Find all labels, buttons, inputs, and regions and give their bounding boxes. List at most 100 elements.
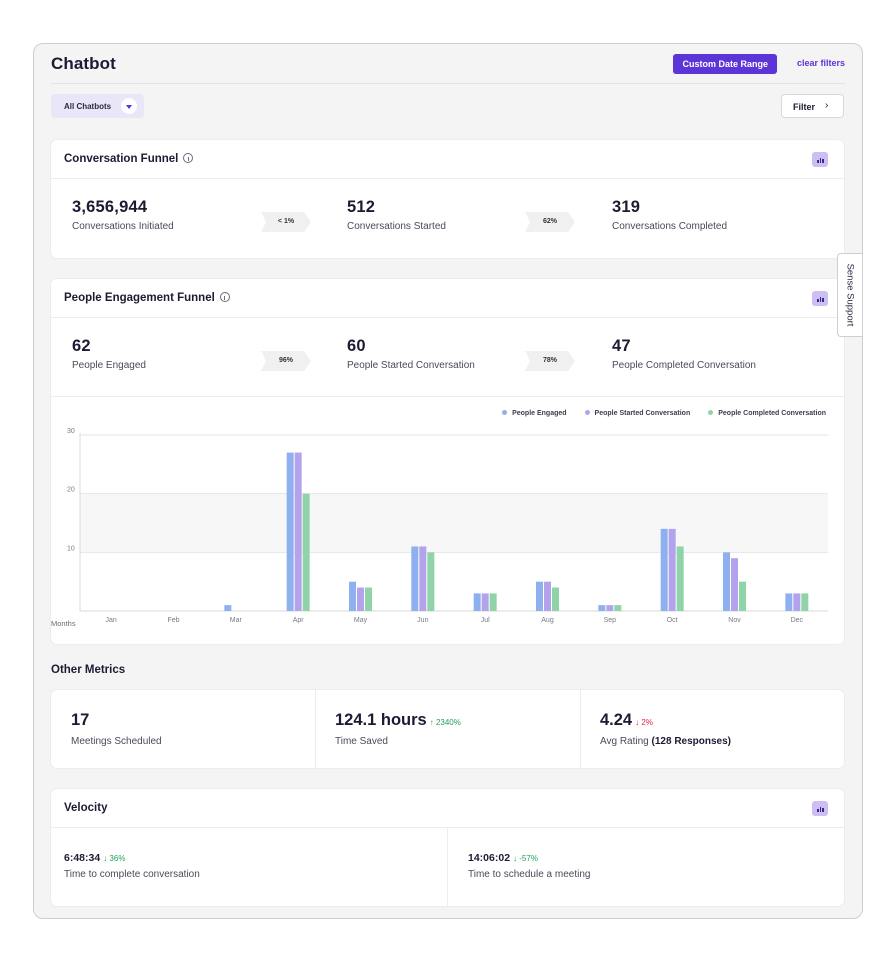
card-header: Conversation Funnel bbox=[51, 140, 844, 179]
metric-delta: ↑ 2340% bbox=[429, 718, 461, 727]
bar bbox=[785, 593, 793, 611]
bar bbox=[723, 552, 730, 611]
engagement-funnel-card: People Engagement Funnel 62 People Engag… bbox=[51, 279, 844, 644]
divider bbox=[580, 690, 581, 768]
bar bbox=[481, 593, 489, 611]
bar bbox=[357, 587, 364, 611]
chart-legend: People Engaged People Started Conversatio… bbox=[484, 410, 826, 417]
funnel-row: 62 People Engaged 96% 60 People Started … bbox=[51, 318, 844, 396]
x-tick-label: Jun bbox=[417, 617, 428, 624]
metric-value: 124.1 hours ↑ 2340% bbox=[335, 711, 461, 730]
conversion-rate-tag: 62% bbox=[525, 212, 575, 232]
funnel-label: Conversations Started bbox=[347, 221, 446, 232]
legend-label: People Engaged bbox=[512, 410, 567, 417]
bar bbox=[598, 605, 606, 611]
section-title-other-metrics: Other Metrics bbox=[51, 664, 126, 676]
x-tick-label: Feb bbox=[167, 617, 179, 624]
bar bbox=[294, 452, 302, 611]
bar bbox=[668, 528, 676, 611]
bar bbox=[473, 593, 481, 611]
bar bbox=[224, 605, 232, 611]
sense-support-tab[interactable]: Sense Support bbox=[837, 253, 862, 337]
conversion-rate-tag: 78% bbox=[525, 351, 575, 371]
metric-label-text: Avg Rating bbox=[600, 736, 649, 747]
metric-value: 4.24 ↓ 2% bbox=[600, 711, 653, 730]
legend-label: People Completed Conversation bbox=[718, 410, 826, 417]
legend-item[interactable]: People Completed Conversation bbox=[708, 410, 826, 417]
legend-item[interactable]: People Started Conversation bbox=[584, 410, 690, 417]
bar bbox=[614, 605, 622, 611]
other-metrics-card: 17 Meetings Scheduled 124.1 hours ↑ 2340%… bbox=[51, 690, 844, 768]
bar-chart-icon[interactable] bbox=[812, 291, 828, 306]
funnel-label: People Completed Conversation bbox=[612, 360, 756, 371]
y-tick-label: 30 bbox=[67, 428, 75, 435]
x-tick-label: Jan bbox=[106, 617, 117, 624]
funnel-value: 60 bbox=[347, 337, 366, 355]
bar bbox=[793, 593, 801, 611]
support-tab-label: Sense Support bbox=[844, 263, 856, 327]
funnel-step: 3,656,944 Conversations Initiated bbox=[72, 198, 174, 232]
velocity-label: Time to schedule a meeting bbox=[468, 869, 591, 880]
conversion-rate-tag: 96% bbox=[261, 351, 311, 371]
legend-dot-icon bbox=[584, 410, 590, 415]
velocity-metric: 6:48:34 ↓ 36% Time to complete conversati… bbox=[51, 789, 447, 906]
funnel-value: 3,656,944 bbox=[72, 198, 148, 216]
bar-chart-icon[interactable] bbox=[812, 801, 828, 816]
bar bbox=[544, 581, 551, 611]
divider bbox=[315, 690, 316, 768]
x-tick-label: Jul bbox=[481, 617, 490, 624]
x-tick-label: Mar bbox=[230, 617, 243, 624]
x-tick-label: Apr bbox=[293, 617, 305, 624]
bar-chart-icon[interactable] bbox=[812, 152, 828, 167]
legend-item[interactable]: People Engaged bbox=[502, 410, 567, 417]
engagement-chart: People Engaged People Started Conversatio… bbox=[51, 396, 844, 644]
funnel-step: 60 People Started Conversation bbox=[347, 337, 475, 371]
bar bbox=[411, 546, 419, 611]
funnel-step: 62 People Engaged bbox=[72, 337, 146, 371]
bar bbox=[365, 587, 372, 611]
funnel-label: People Engaged bbox=[72, 360, 146, 371]
funnel-label: Conversations Initiated bbox=[72, 221, 174, 232]
clear-filters-link[interactable]: clear filters bbox=[796, 58, 845, 68]
velocity-label: Time to complete conversation bbox=[64, 869, 200, 880]
bar bbox=[489, 593, 497, 611]
bar-chart: 10 20 30 Jan Feb Mar Apr May Jun Jul Aug Sep Oct Nov D… bbox=[51, 428, 828, 628]
bar bbox=[606, 605, 614, 611]
metric-value-text: 124.1 hours bbox=[335, 711, 427, 729]
velocity-value: 14:06:02 ↓ -57% bbox=[468, 852, 538, 864]
y-tick-label: 10 bbox=[67, 545, 75, 552]
velocity-delta: ↓ 36% bbox=[103, 854, 126, 863]
custom-date-range-button[interactable]: Custom Date Range bbox=[673, 54, 777, 74]
info-icon[interactable] bbox=[183, 153, 194, 163]
bar bbox=[419, 546, 427, 611]
metric-delta: ↓ 2% bbox=[635, 718, 653, 727]
metric-label: Avg Rating (128 Responses) bbox=[600, 736, 731, 747]
card-title-text: Conversation Funnel bbox=[64, 153, 179, 165]
card-header: People Engagement Funnel bbox=[51, 279, 844, 318]
metric-avg-rating: 4.24 ↓ 2% Avg Rating (128 Responses) bbox=[580, 690, 844, 768]
x-axis-label: Months bbox=[51, 619, 76, 628]
velocity-value: 6:48:34 ↓ 36% bbox=[64, 852, 125, 864]
bar bbox=[349, 581, 356, 611]
legend-dot-icon bbox=[502, 410, 508, 415]
chatbot-select-label: All Chatbots bbox=[64, 102, 112, 111]
grid-band bbox=[80, 493, 828, 553]
bar bbox=[427, 552, 435, 611]
filter-button[interactable]: Filter › bbox=[781, 94, 844, 118]
chevron-down-icon[interactable] bbox=[121, 98, 137, 114]
filter-button-label: Filter bbox=[793, 102, 816, 112]
metric-time-saved: 124.1 hours ↑ 2340% Time Saved bbox=[315, 690, 580, 768]
x-tick-label: Aug bbox=[541, 617, 554, 624]
card-header: Velocity bbox=[51, 789, 844, 828]
bar bbox=[731, 558, 738, 611]
metric-label: Meetings Scheduled bbox=[71, 736, 162, 747]
bar bbox=[739, 581, 746, 611]
funnel-value: 512 bbox=[347, 198, 376, 216]
chatbot-dashboard: Chatbot Custom Date Range clear filters … bbox=[33, 43, 863, 919]
funnel-step: 512 Conversations Started bbox=[347, 198, 446, 232]
card-title: Velocity bbox=[64, 802, 108, 814]
x-tick-label: Dec bbox=[791, 617, 804, 624]
chatbot-select[interactable]: All Chatbots bbox=[51, 94, 144, 118]
info-icon[interactable] bbox=[219, 292, 230, 302]
divider bbox=[447, 828, 448, 906]
